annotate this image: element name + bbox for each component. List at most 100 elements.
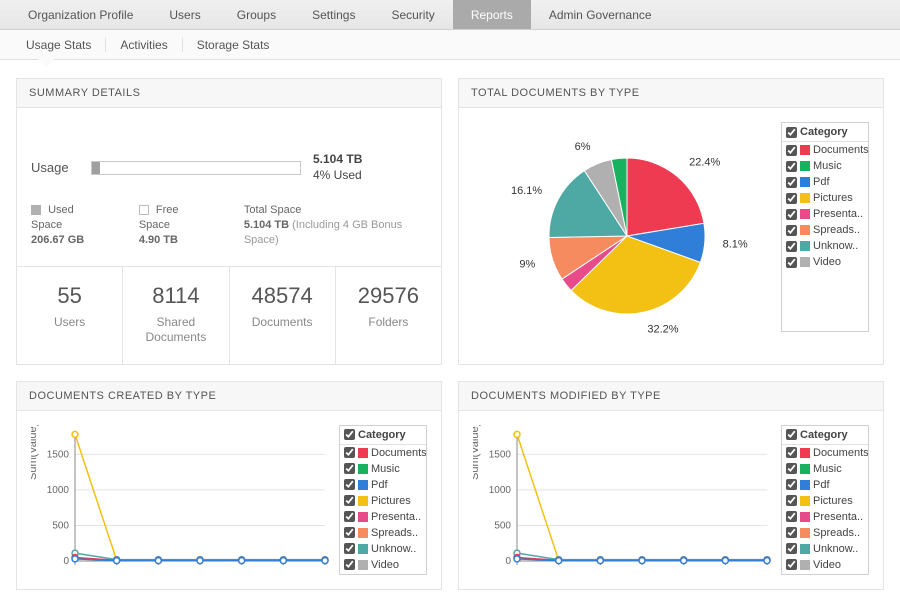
legend-item[interactable]: Documents (782, 445, 868, 461)
line-marker[interactable] (556, 558, 562, 564)
legend-item[interactable]: Unknow.. (782, 238, 868, 254)
legend-item[interactable]: Presenta.. (782, 509, 868, 525)
line-modified-wrap: Sum(Value) 050010001500 CategoryDocument… (473, 425, 869, 575)
legend-checkbox[interactable] (786, 559, 797, 570)
line-created-area: Sum(Value) 050010001500 (31, 425, 339, 575)
legend-checkbox[interactable] (786, 495, 797, 506)
topnav-item-admin-governance[interactable]: Admin Governance (531, 0, 670, 29)
topnav-item-organization-profile[interactable]: Organization Profile (10, 0, 151, 29)
legend-label: Documents (813, 144, 868, 156)
legend-label: Documents (813, 447, 868, 459)
line-modified-ylabel: Sum(Value) (473, 425, 481, 480)
line-marker[interactable] (639, 558, 645, 564)
legend-checkbox[interactable] (786, 145, 797, 156)
topnav-item-settings[interactable]: Settings (294, 0, 373, 29)
line-series[interactable] (517, 434, 767, 560)
legend-swatch (800, 177, 810, 187)
line-marker[interactable] (72, 431, 78, 437)
legend-checkbox[interactable] (786, 463, 797, 474)
line-marker[interactable] (114, 558, 120, 564)
svg-text:1500: 1500 (489, 449, 512, 460)
legend-toggle-all[interactable] (786, 429, 797, 440)
subnav-item-storage-stats[interactable]: Storage Stats (183, 38, 284, 52)
legend-checkbox[interactable] (786, 241, 797, 252)
legend-toggle-all[interactable] (786, 127, 797, 138)
topnav-item-groups[interactable]: Groups (219, 0, 294, 29)
legend-checkbox[interactable] (344, 559, 355, 570)
line-series[interactable] (75, 434, 325, 560)
line-marker[interactable] (322, 558, 328, 564)
legend-checkbox[interactable] (786, 193, 797, 204)
legend-item[interactable]: Music (782, 158, 868, 174)
line-marker[interactable] (722, 558, 728, 564)
line-marker[interactable] (197, 558, 203, 564)
panel-line-modified-title: DOCUMENTS MODIFIED BY TYPE (459, 382, 883, 411)
topnav-item-users[interactable]: Users (151, 0, 218, 29)
subnav-item-activities[interactable]: Activities (106, 38, 182, 52)
legend-item[interactable]: Video (782, 254, 868, 270)
line-modified-legend: CategoryDocumentsMusicPdfPicturesPresent… (781, 425, 869, 575)
line-marker[interactable] (681, 558, 687, 564)
legend-toggle-all[interactable] (344, 429, 355, 440)
legend-item[interactable]: Video (340, 557, 426, 573)
line-marker[interactable] (514, 431, 520, 437)
legend-checkbox[interactable] (786, 161, 797, 172)
legend-item[interactable]: Spreads.. (340, 525, 426, 541)
legend-item[interactable]: Unknow.. (340, 541, 426, 557)
legend-checkbox[interactable] (344, 447, 355, 458)
legend-item[interactable]: Unknow.. (782, 541, 868, 557)
legend-swatch (800, 161, 810, 171)
line-marker[interactable] (72, 556, 78, 562)
legend-item[interactable]: Presenta.. (782, 206, 868, 222)
legend-checkbox[interactable] (344, 527, 355, 538)
used-space-value: 206.67 GB (31, 234, 84, 246)
legend-swatch (800, 560, 810, 570)
legend-item[interactable]: Documents (340, 445, 426, 461)
legend-item[interactable]: Documents (782, 142, 868, 158)
legend-item[interactable]: Spreads.. (782, 222, 868, 238)
line-marker[interactable] (764, 558, 770, 564)
legend-item[interactable]: Spreads.. (782, 525, 868, 541)
usage-row: Usage 5.104 TB 4% Used (31, 152, 427, 183)
usage-label: Usage (31, 160, 79, 175)
legend-item[interactable]: Pictures (782, 190, 868, 206)
legend-checkbox[interactable] (786, 543, 797, 554)
legend-item[interactable]: Pictures (340, 493, 426, 509)
legend-checkbox[interactable] (344, 479, 355, 490)
legend-item[interactable]: Presenta.. (340, 509, 426, 525)
line-marker[interactable] (155, 558, 161, 564)
legend-checkbox[interactable] (786, 447, 797, 458)
legend-item[interactable]: Video (782, 557, 868, 573)
legend-item[interactable]: Music (340, 461, 426, 477)
pie-slice[interactable] (627, 158, 704, 236)
stat-label: Documents (234, 315, 331, 331)
topnav-item-reports[interactable]: Reports (453, 0, 531, 29)
legend-item[interactable]: Music (782, 461, 868, 477)
line-marker[interactable] (514, 556, 520, 562)
legend-label: Pdf (371, 479, 388, 491)
legend-checkbox[interactable] (786, 225, 797, 236)
line-created-wrap: Sum(Value) 050010001500 CategoryDocument… (31, 425, 427, 575)
legend-item[interactable]: Pdf (340, 477, 426, 493)
legend-item[interactable]: Pdf (782, 174, 868, 190)
legend-label: Music (813, 160, 842, 172)
line-marker[interactable] (280, 558, 286, 564)
legend-item[interactable]: Pictures (782, 493, 868, 509)
legend-checkbox[interactable] (344, 495, 355, 506)
panel-pie: TOTAL DOCUMENTS BY TYPE 22.4%8.1%32.2%9%… (458, 78, 884, 365)
line-marker[interactable] (239, 558, 245, 564)
legend-checkbox[interactable] (344, 463, 355, 474)
legend-item[interactable]: Pdf (782, 477, 868, 493)
subnav-item-usage-stats[interactable]: Usage Stats (12, 38, 106, 52)
legend-checkbox[interactable] (786, 177, 797, 188)
legend-checkbox[interactable] (786, 511, 797, 522)
topnav-item-security[interactable]: Security (373, 0, 452, 29)
legend-checkbox[interactable] (786, 479, 797, 490)
legend-checkbox[interactable] (344, 511, 355, 522)
legend-checkbox[interactable] (786, 209, 797, 220)
line-marker[interactable] (597, 558, 603, 564)
legend-checkbox[interactable] (786, 527, 797, 538)
legend-label: Music (813, 463, 842, 475)
legend-checkbox[interactable] (344, 543, 355, 554)
legend-checkbox[interactable] (786, 257, 797, 268)
